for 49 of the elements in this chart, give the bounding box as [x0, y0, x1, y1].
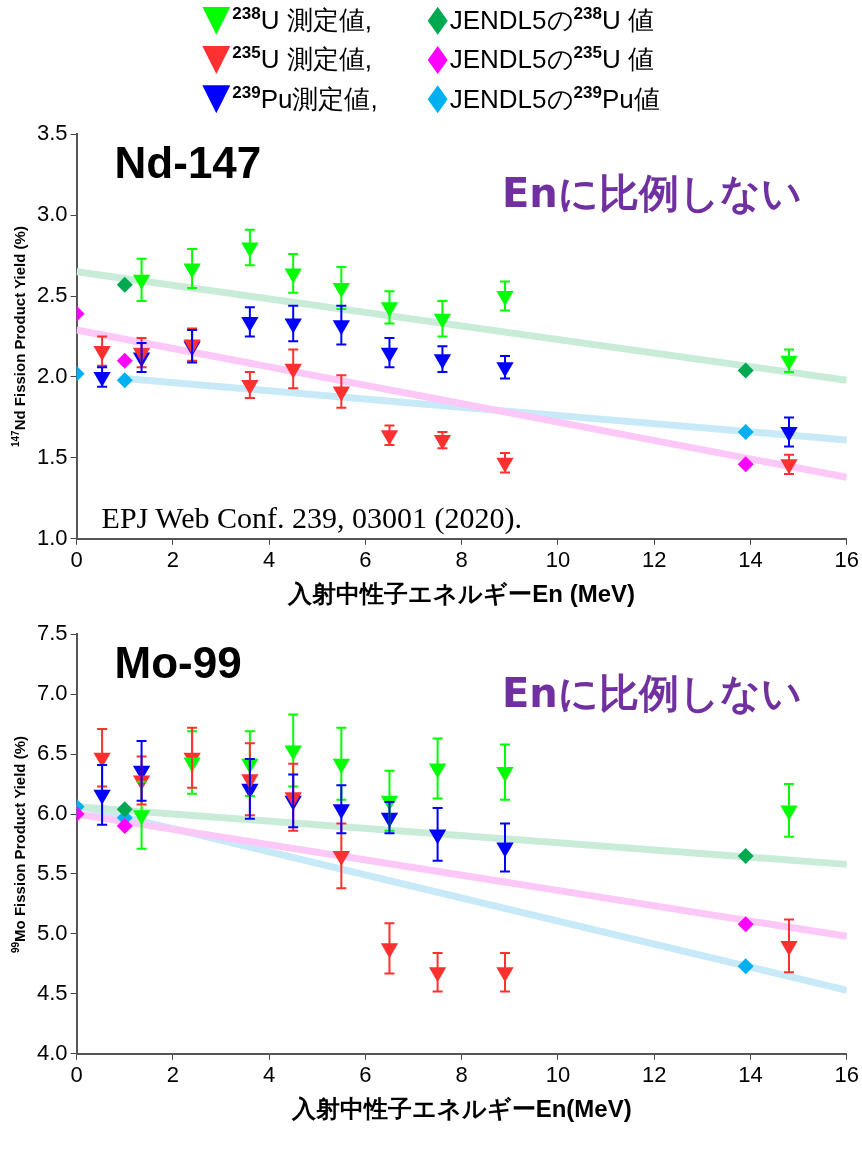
point: [116, 818, 133, 835]
y-tick-label: 4.0: [36, 1039, 68, 1065]
annotation: EPJ Web Conf. 239, 03001 (2020).: [101, 500, 522, 535]
legend-label: JENDL5の$^{239}$Pu値: [449, 82, 660, 116]
legend-label: $^{239}$Pu測定値,: [232, 82, 378, 116]
legend-label: $^{238}$U 測定値,: [232, 3, 372, 38]
legend-label: JENDL5の$^{235}$U 値: [449, 42, 654, 77]
x-tick-label: 16: [834, 547, 860, 573]
point: [737, 916, 754, 933]
y-tick-label: 2.5: [36, 282, 68, 308]
x-tick-label: 8: [455, 547, 468, 573]
x-tick-label: 14: [738, 1062, 763, 1088]
x-tick-label: 2: [166, 547, 179, 573]
annotation: Enに比例しない: [501, 169, 802, 216]
x-tick-label: 6: [359, 547, 372, 573]
y-tick-label: 4.5: [36, 979, 68, 1005]
y-tick-label: 5.0: [36, 919, 68, 945]
x-axis-title: 入射中性子エネルギーEn (MeV): [287, 580, 636, 608]
x-tick-label: 12: [641, 1062, 667, 1088]
chart-title: Nd-147: [114, 138, 262, 188]
x-axis-title: 入射中性子エネルギーEn(MeV): [290, 1095, 632, 1123]
x-tick-label: 10: [545, 1062, 571, 1088]
point: [737, 958, 754, 975]
y-tick-label: 3.5: [36, 120, 68, 146]
chart-title: Mo-99: [114, 638, 242, 688]
x-tick-label: 4: [263, 1062, 276, 1088]
x-tick-label: 2: [166, 1062, 179, 1088]
x-tick-label: 0: [70, 547, 83, 573]
x-tick-label: 4: [263, 547, 276, 573]
y-tick-label: 3.0: [36, 201, 68, 227]
x-tick-label: 0: [70, 1062, 83, 1088]
x-tick-label: 10: [545, 547, 571, 573]
y-tick-label: 1.5: [36, 443, 68, 469]
y-tick-label: 5.5: [36, 860, 68, 886]
y-tick-label: 2.0: [36, 363, 68, 389]
x-tick-label: 8: [455, 1062, 468, 1088]
x-tick-label: 12: [641, 547, 667, 573]
legend-label: $^{235}$U 測定値,: [232, 42, 372, 77]
y-tick-label: 1.0: [36, 524, 68, 550]
y-tick-label: 7.0: [36, 680, 68, 706]
point: [116, 801, 133, 818]
x-tick-label: 14: [738, 547, 763, 573]
x-tick-label: 6: [359, 1062, 372, 1088]
legend-label: JENDL5の$^{238}$U 値: [449, 3, 654, 38]
x-tick-label: 16: [834, 1062, 860, 1088]
y-tick-label: 6.0: [36, 800, 68, 826]
annotation: Enに比例しない: [501, 669, 802, 716]
y-tick-label: 6.5: [36, 740, 68, 766]
y-tick-label: 7.5: [36, 620, 68, 646]
